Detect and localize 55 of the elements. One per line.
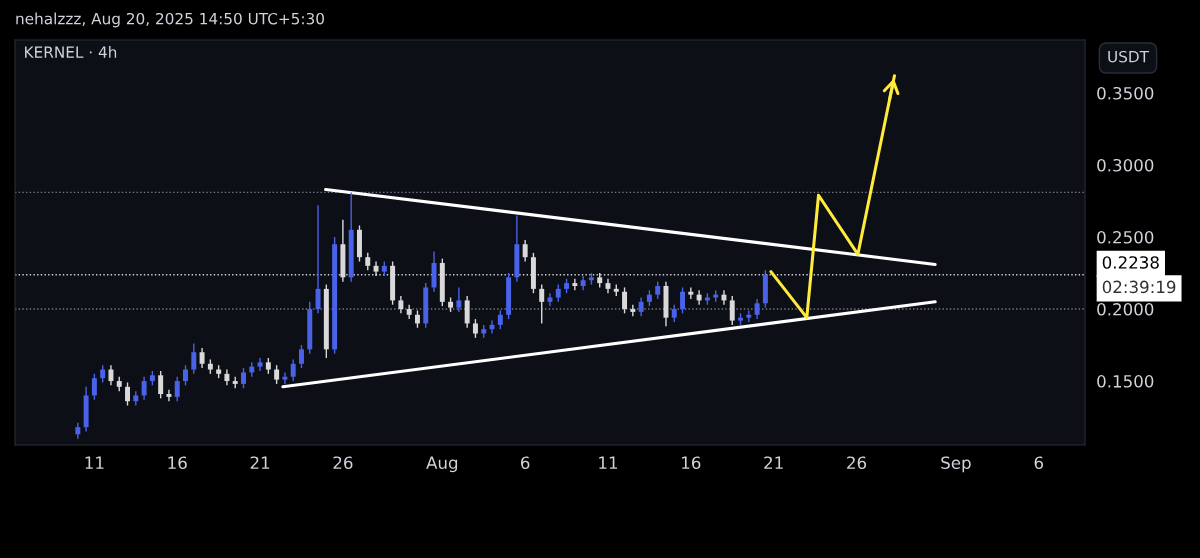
y-axis-title: USDT bbox=[1108, 50, 1150, 63]
chart-subtitle: nehalzzz, Aug 20, 2025 14:50 UTC+5:30 bbox=[16, 12, 324, 28]
x-tick-label: 26 bbox=[333, 456, 353, 470]
candlestick bbox=[746, 309, 752, 323]
candlestick bbox=[125, 381, 131, 407]
candlestick bbox=[191, 342, 197, 375]
ref-line-label: 0.2238 bbox=[1102, 256, 1159, 269]
candlestick bbox=[299, 344, 304, 369]
chart-title: KERNEL · 4h bbox=[25, 46, 117, 58]
candlestick bbox=[539, 283, 545, 325]
candlestick bbox=[630, 304, 636, 317]
candlestick bbox=[315, 204, 321, 315]
candlestick bbox=[472, 318, 478, 339]
x-tick-label: 16 bbox=[682, 456, 701, 470]
candlestick bbox=[497, 309, 503, 330]
x-tick-label: Sep bbox=[941, 456, 971, 473]
y-tick-label: 0.3500 bbox=[1097, 86, 1154, 100]
text: 02:39:19 bbox=[1102, 280, 1176, 294]
candlestick bbox=[290, 358, 296, 382]
candlestick bbox=[638, 296, 644, 317]
candlestick bbox=[754, 298, 760, 320]
candlestick bbox=[141, 376, 147, 401]
y-tick-label: 0.2500 bbox=[1097, 230, 1154, 244]
x-tick-label: 16 bbox=[168, 456, 187, 470]
y-tick-label: 0.3000 bbox=[1097, 158, 1154, 172]
candlestick bbox=[91, 373, 97, 401]
candlestick bbox=[158, 370, 164, 400]
candlestick bbox=[199, 347, 205, 369]
y-tick-label: 0.1500 bbox=[1097, 375, 1154, 388]
candlestick bbox=[183, 364, 188, 387]
candlestick bbox=[241, 367, 246, 389]
x-tick-label: 21 bbox=[764, 456, 783, 469]
candlestick bbox=[133, 390, 139, 407]
candlestick bbox=[572, 278, 578, 292]
candlestick bbox=[166, 388, 172, 402]
candlestick bbox=[464, 295, 470, 329]
y-tick-label: 0.2000 bbox=[1097, 303, 1154, 316]
candlestick bbox=[622, 286, 628, 315]
x-tick-label: 6 bbox=[521, 456, 530, 470]
candlestick bbox=[282, 371, 288, 385]
x-tick-label: 11 bbox=[599, 456, 618, 469]
x-tick-label: 26 bbox=[847, 456, 867, 470]
candlestick bbox=[729, 295, 735, 326]
candlestick bbox=[688, 286, 694, 300]
candlestick bbox=[108, 364, 114, 387]
candlestick bbox=[456, 286, 462, 313]
candlestick bbox=[274, 364, 280, 385]
candlestick bbox=[680, 286, 686, 315]
candlestick bbox=[174, 376, 180, 402]
candlestick bbox=[522, 239, 528, 263]
x-tick-label: Aug bbox=[426, 456, 458, 473]
line-series bbox=[769, 74, 896, 320]
x-tick-label: 11 bbox=[85, 456, 104, 469]
x-tick-label: 6 bbox=[1034, 456, 1043, 470]
x-tick-label: 21 bbox=[250, 456, 270, 469]
